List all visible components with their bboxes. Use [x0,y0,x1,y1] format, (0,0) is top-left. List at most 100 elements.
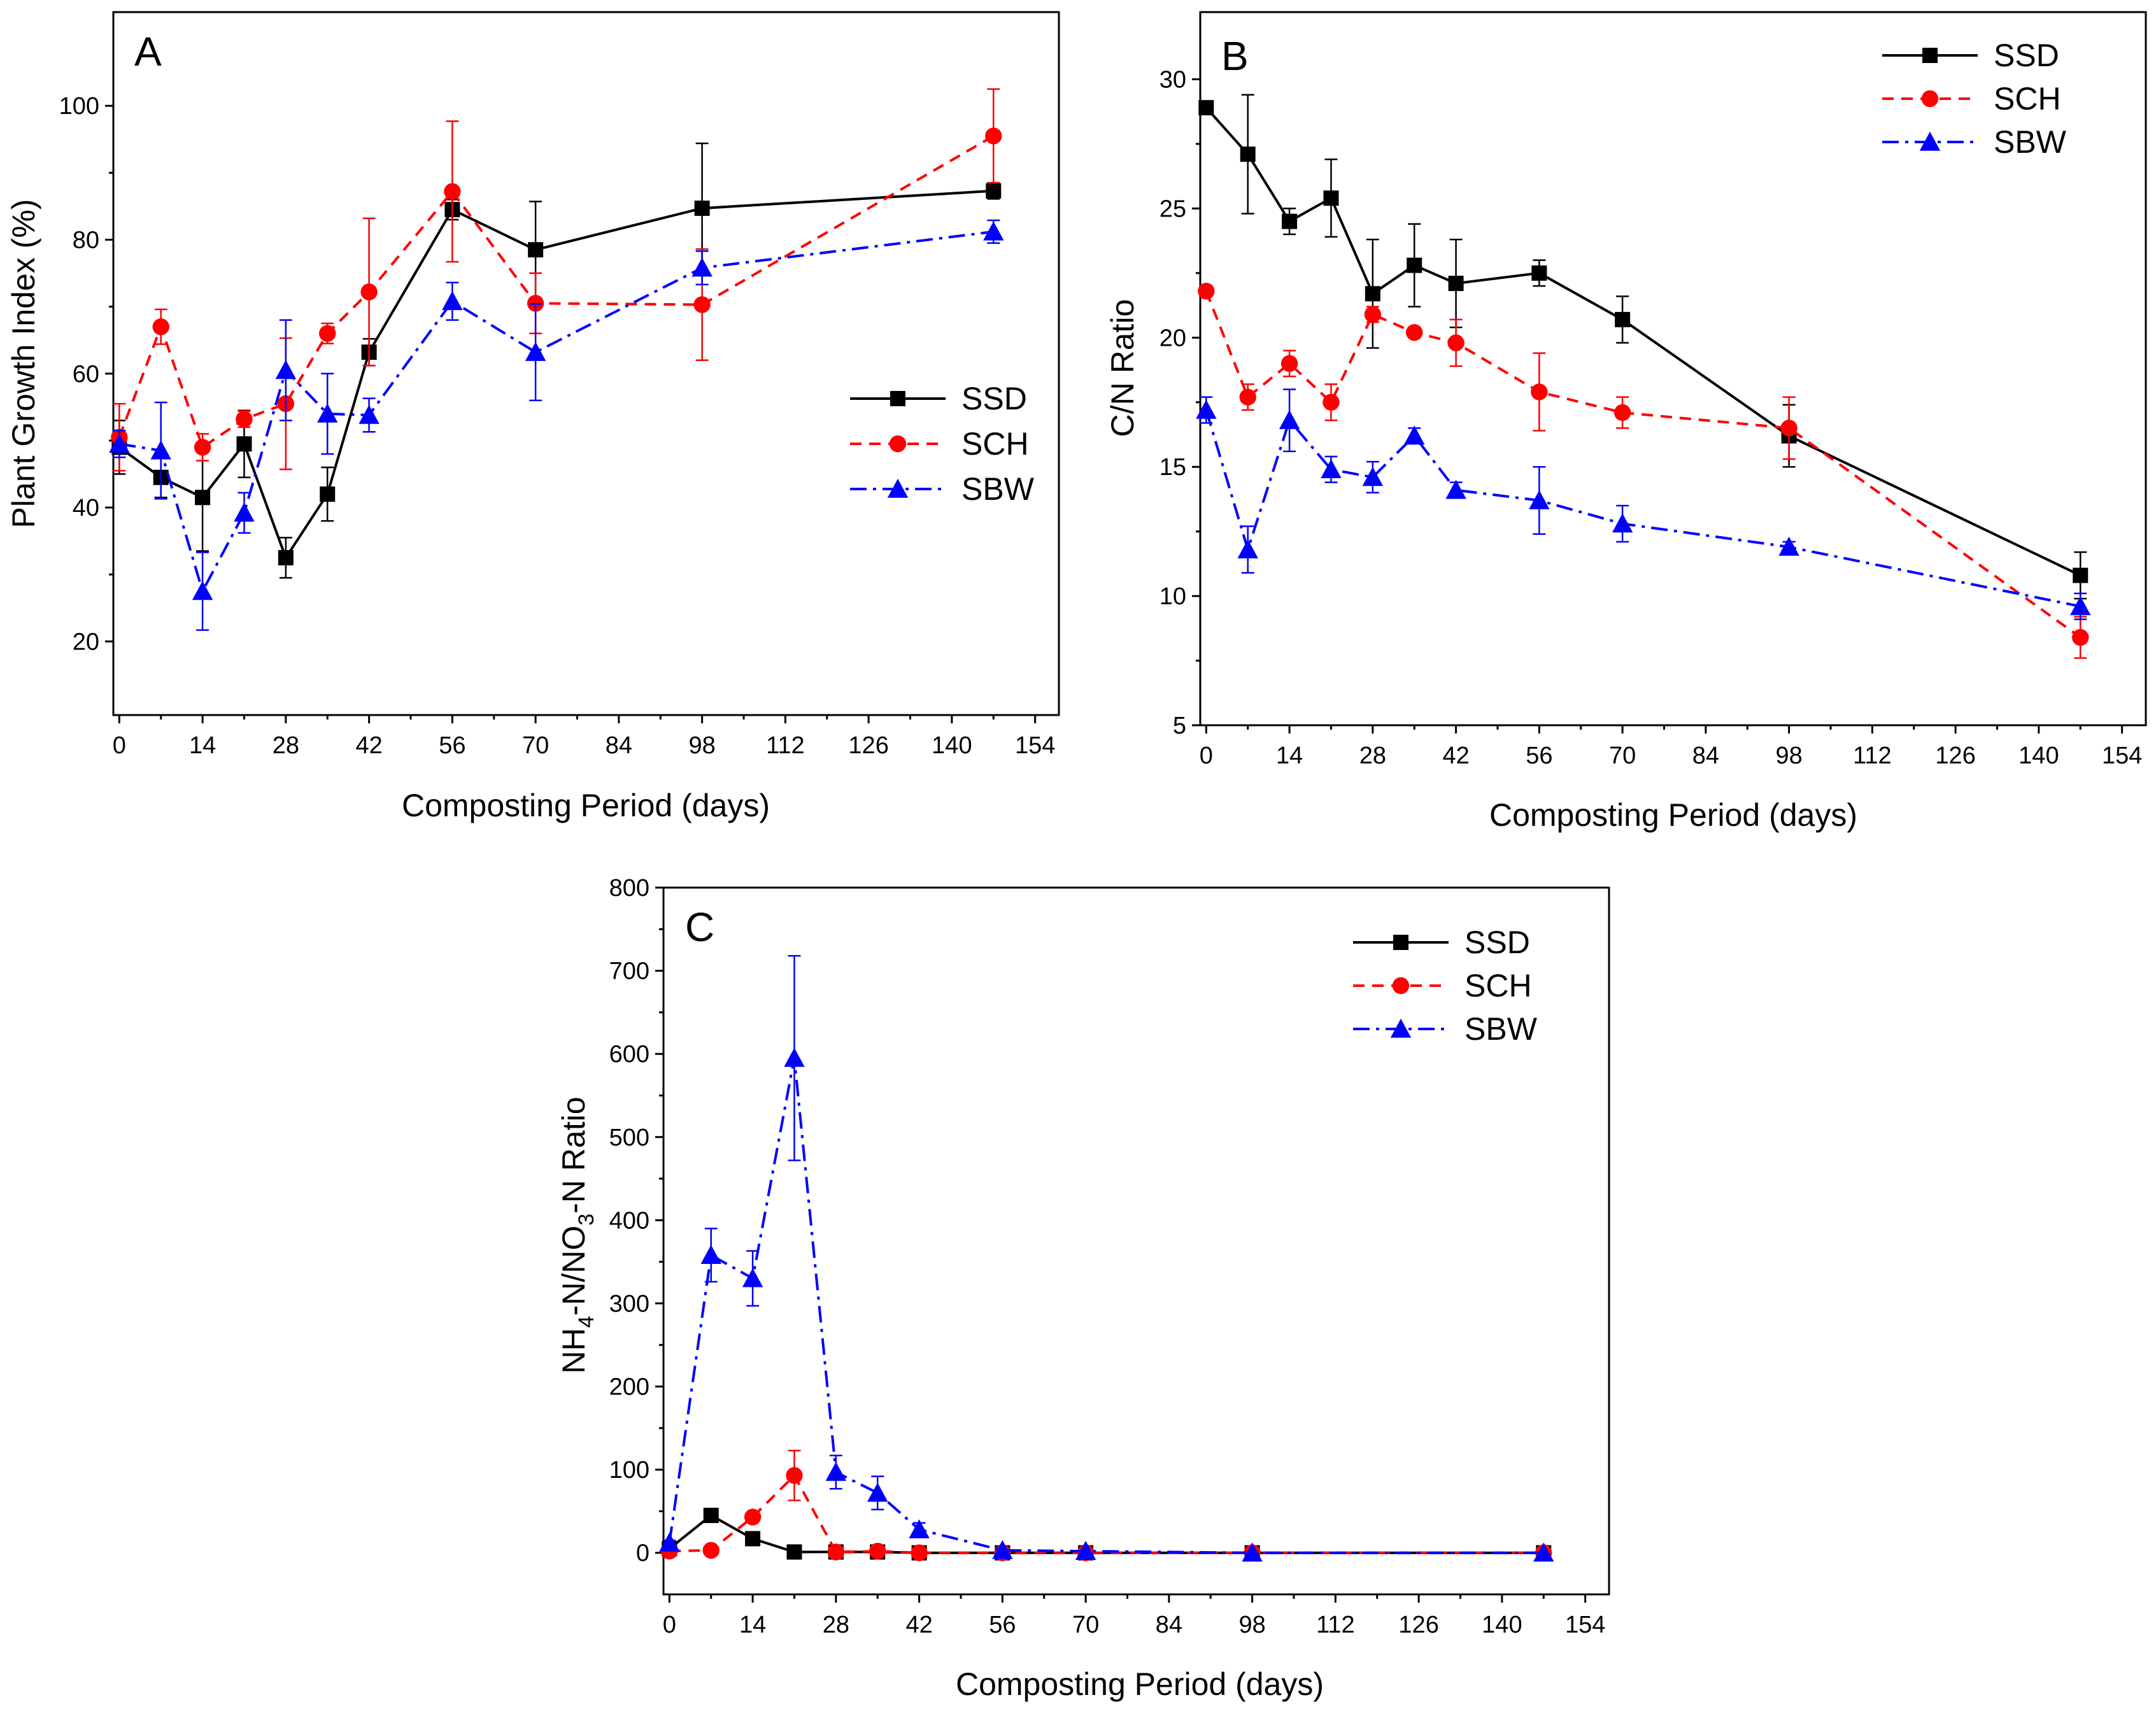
y-axis-title: NH4-N/NO3-N Ratio [556,1096,599,1373]
x-tick-label: 84 [1156,1612,1182,1638]
marker-circle [1531,383,1548,401]
chart-panel-b: B Composting Period (days) C/N Ratio 0 14… [1105,11,2147,833]
x-tick-label: 112 [1316,1612,1355,1638]
plot-frame [662,886,1610,1596]
marker-circle [1613,404,1631,422]
marker-triangle [784,1047,805,1067]
chart-panel-a: A Composting Period (days) Plant Growth … [6,11,1060,823]
x-tick-label: 126 [1935,742,1975,769]
marker-circle [1323,394,1340,411]
marker-triangle [1196,399,1217,419]
y-tick-label: 300 [609,1291,649,1317]
x-axis-title: Composting Period (days) [956,1666,1324,1702]
y-tick-label: 400 [609,1207,649,1234]
y-axis-title: Plant Growth Index (%) [6,199,41,528]
marker-triangle [1321,459,1342,479]
marker-circle [985,127,1002,145]
marker-square [1365,286,1380,302]
marker-square [1393,935,1408,950]
legend-label: SSD [961,381,1027,416]
marker-triangle [1529,490,1550,509]
marker-square [1240,146,1256,162]
marker-circle [444,183,461,200]
x-tick-label: 112 [1853,742,1892,769]
marker-triangle [659,1532,680,1552]
marker-triangle [192,581,213,600]
x-axis-title: Composting Period (days) [1489,797,1857,833]
marker-square [278,550,294,565]
marker-circle [1392,977,1410,995]
x-tick-label: 140 [2018,742,2059,769]
x-tick-label: 14 [1276,742,1303,769]
x-tick-label: 154 [1015,732,1055,759]
y-tick-label: 60 [73,361,99,388]
x-tick-label: 140 [1482,1612,1522,1638]
x-tick-label: 70 [1072,1612,1099,1638]
marker-triangle [700,1245,721,1264]
x-tick-label: 56 [1526,742,1552,769]
marker-circle [2072,628,2089,646]
marker-square [1323,190,1339,206]
x-tick-label: 70 [1609,742,1636,769]
marker-square [694,201,710,216]
marker-triangle [317,403,338,423]
marker-triangle [992,1540,1013,1559]
y-tick-label: 600 [609,1041,649,1068]
marker-triangle [1533,1542,1554,1562]
panel-label: C [685,904,714,950]
marker-square [745,1531,761,1547]
marker-square [320,486,336,502]
marker-circle [1780,420,1798,437]
marker-triangle [358,404,379,424]
x-tick-label: 84 [1692,742,1719,769]
x-tick-label: 154 [2102,742,2142,769]
x-tick-label: 84 [606,732,632,759]
marker-square [1922,48,1938,63]
marker-triangle [1919,131,1941,151]
y-title-subscript: 4 [574,1315,599,1328]
series-line-sbw [119,230,994,595]
chart-content: 0 14 28 42 56 70 84 98 112 126 140 154 0 100 200 300 400… [609,875,1606,1638]
x-tick-label: 14 [739,1612,766,1638]
marker-triangle [1404,425,1425,445]
marker-triangle [1237,539,1258,558]
series-line-sch [669,1473,1544,1554]
marker-square [195,490,211,506]
y-tick-label: 30 [1160,67,1186,94]
marker-circle [360,283,378,301]
y-tick-label: 0 [636,1540,649,1567]
marker-triangle [887,478,909,498]
x-axis-title: Composting Period (days) [402,788,770,823]
marker-triangle [1445,479,1466,499]
marker-triangle [234,502,255,522]
marker-circle [152,318,169,336]
marker-triangle [1362,467,1384,486]
marker-square [1282,213,1298,229]
marker-circle [786,1467,803,1484]
marker-triangle [150,440,171,460]
legend-label: SCH [1994,81,2061,117]
y-tick-label: 80 [73,227,99,253]
marker-square [236,436,252,452]
marker-square [890,391,905,406]
y-tick-label: 200 [609,1374,649,1401]
legend-label: SBW [1994,124,2067,160]
x-tick-label: 70 [522,732,549,759]
marker-triangle [1778,536,1799,556]
marker-square [1198,100,1214,116]
y-tick-label: 100 [59,93,99,120]
marker-circle [1364,306,1382,323]
marker-triangle [1612,513,1633,533]
x-tick-label: 28 [273,732,299,759]
marker-square [786,1544,802,1560]
series-line-ssd [118,189,994,561]
panel-label: B [1221,33,1249,79]
chart-content: 0 14 28 42 56 70 84 98 112 126 140 154 20 40 60 80 100 SS… [59,88,1055,759]
marker-square [2073,567,2089,583]
x-tick-label: 28 [1359,742,1386,769]
x-tick-label: 98 [1775,742,1802,769]
y-title-subscript: 3 [574,1214,599,1226]
marker-circle [693,296,711,313]
plot-frame [1199,11,2147,727]
